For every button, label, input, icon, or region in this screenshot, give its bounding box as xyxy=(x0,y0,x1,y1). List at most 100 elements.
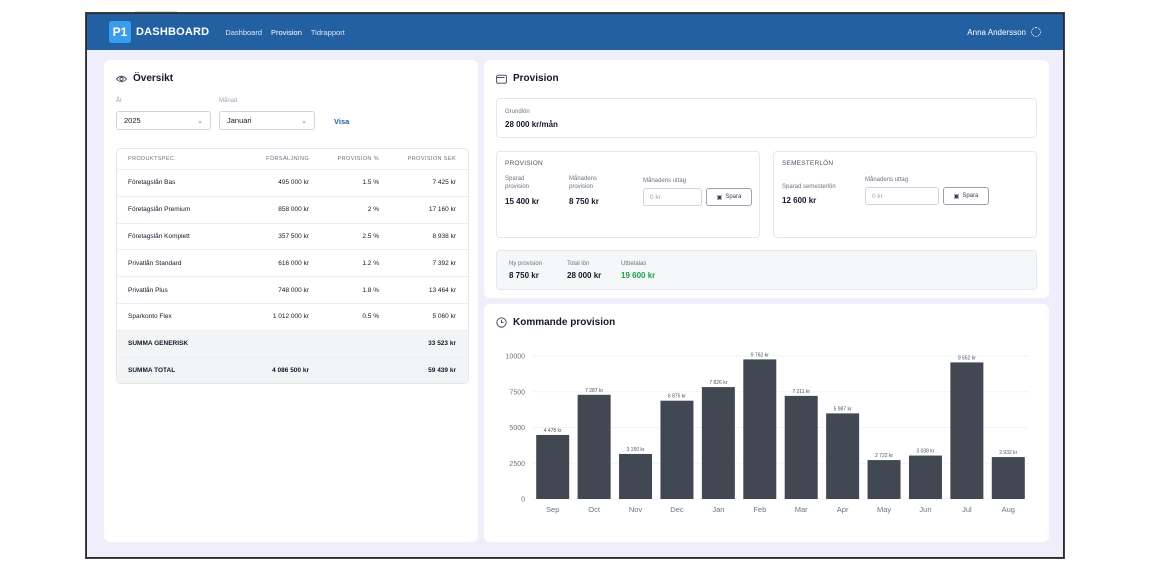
table-row: Sparkonto Flex 1 012 000 kr 0.5 % 5 060 … xyxy=(117,304,468,331)
cell-sek: 7 425 kr xyxy=(432,179,457,187)
brand-name[interactable]: DASHBOARD xyxy=(136,26,210,38)
overview-card: Översikt År 2025 ⌄ Månad Januari ⌄ Visa … xyxy=(104,60,478,542)
nav-provision[interactable]: Provision xyxy=(271,27,302,37)
x-tick-label: Oct xyxy=(588,505,601,514)
x-tick-label: Nov xyxy=(629,505,643,514)
top-navbar: P1 DASHBOARD Dashboard Provision Tidrapp… xyxy=(87,14,1063,50)
saved-vacation-label: Sparad semesterlön xyxy=(782,184,836,190)
table-row: Företagslån Bas 495 000 kr 1.5 % 7 425 k… xyxy=(117,170,468,197)
cell-sales: 858 000 kr xyxy=(278,206,309,214)
save-vacation-button[interactable]: ▣ Spara xyxy=(943,187,989,205)
cell-product: Företagslån Premium xyxy=(128,206,191,214)
year-select[interactable]: 2025 ⌄ xyxy=(116,111,211,130)
settings-icon[interactable] xyxy=(1031,27,1041,37)
month-select[interactable]: Januari ⌄ xyxy=(219,111,315,130)
cell-sales: 495 000 kr xyxy=(278,179,309,187)
bar-value-label: 3 038 kr xyxy=(916,449,934,455)
bar xyxy=(991,457,1025,499)
vacation-withdraw-input[interactable]: 0 kr xyxy=(865,187,939,205)
upcoming-bar-chart: 0 2500 5000 7500 10000 4 478 kr Sep 7 287 kr Oct… xyxy=(506,352,1029,514)
cell-percent: 0.5 % xyxy=(362,313,379,321)
bar-value-label: 9 552 kr xyxy=(958,355,976,361)
withdraw-input[interactable]: 0 kr xyxy=(643,188,702,206)
col-sales: FÖRSÄLJNING xyxy=(266,156,309,162)
save-vacation-label: Spara xyxy=(962,193,979,199)
provision-card: Provision Grundlön 28 000 kr/mån PROVISI… xyxy=(484,60,1049,298)
eye-icon xyxy=(116,75,127,82)
new-provision-label: Ny provision xyxy=(509,261,543,267)
month-label: Månad xyxy=(219,98,238,104)
app-window: P1 DASHBOARD Dashboard Provision Tidrapp… xyxy=(86,13,1064,558)
year-value: 2025 xyxy=(124,116,141,125)
cell-product: Privatlån Standard xyxy=(128,259,182,267)
cell-sales: 616 000 kr xyxy=(278,259,309,267)
saved-provision-value: 15 400 kr xyxy=(505,197,540,206)
vacation-box: SEMESTERLÖN Sparad semesterlön 12 600 kr… xyxy=(773,151,1037,238)
x-tick-label: Jan xyxy=(712,505,724,514)
provision-box: PROVISION Sparad provision 15 400 kr Mån… xyxy=(496,151,760,238)
save-provision-button[interactable]: ▣ Spara xyxy=(706,188,752,206)
x-tick-label: Sep xyxy=(546,505,559,514)
withdraw-label: Månadens uttag xyxy=(643,178,687,184)
chevron-down-icon: ⌄ xyxy=(197,117,203,125)
cell-product: Företagslån Bas xyxy=(128,179,176,187)
overview-title: Översikt xyxy=(133,73,174,84)
nav-dashboard[interactable]: Dashboard xyxy=(225,27,263,37)
bar-value-label: 2 722 kr xyxy=(875,453,893,459)
bar xyxy=(660,400,694,499)
payout-label: Utbetalas xyxy=(621,261,647,267)
sum-total-sek: 59 439 kr xyxy=(428,366,456,374)
bar-value-label: 9 762 kr xyxy=(751,352,769,358)
total-salary-label: Total lön xyxy=(567,261,590,267)
sum-generic-label: SUMMA GENERISK xyxy=(128,340,189,348)
sum-generic-sek: 33 523 kr xyxy=(428,340,456,348)
bar xyxy=(908,455,942,499)
y-tick-label: 5000 xyxy=(509,425,525,432)
x-tick-label: Jul xyxy=(962,505,972,514)
bar-value-label: 7 211 kr xyxy=(792,389,810,395)
user-menu[interactable]: Anna Andersson xyxy=(967,27,1041,37)
logo-badge[interactable]: P1 xyxy=(109,21,131,43)
bar xyxy=(950,362,984,499)
saved-vacation-value: 12 600 kr xyxy=(782,196,817,205)
bar-value-label: 2 932 kr xyxy=(999,450,1017,456)
x-tick-label: Jun xyxy=(919,505,931,514)
save-icon: ▣ xyxy=(716,194,723,201)
bar xyxy=(743,359,777,499)
cell-sek: 8 938 kr xyxy=(432,232,457,240)
base-salary-label: Grundlön xyxy=(505,109,530,115)
bar-value-label: 3 150 kr xyxy=(627,447,645,453)
table-row: Företagslån Komplett 357 500 kr 2.5 % 8 … xyxy=(117,224,468,251)
x-tick-label: May xyxy=(877,505,891,514)
bar-value-label: 4 478 kr xyxy=(544,428,562,434)
payout-value: 19 600 kr xyxy=(621,271,656,280)
payout-summary-box: Ny provision 8 750 kr Total lön 28 000 k… xyxy=(496,250,1037,290)
x-tick-label: Feb xyxy=(753,505,766,514)
sum-total-row: SUMMA TOTAL 4 086 500 kr 59 439 kr xyxy=(117,357,468,384)
bar-value-label: 7 826 kr xyxy=(709,380,727,386)
upcoming-title: Kommande provision xyxy=(513,317,616,328)
total-salary-value: 28 000 kr xyxy=(567,271,602,280)
bar xyxy=(784,395,818,499)
table-row: Företagslån Premium 858 000 kr 2 % 17 16… xyxy=(117,197,468,224)
cell-product: Företagslån Komplett xyxy=(128,232,190,240)
cell-percent: 2 % xyxy=(367,206,379,214)
monthly-provision-value: 8 750 kr xyxy=(569,197,599,206)
col-percent: PROVISION % xyxy=(337,156,379,162)
table-row: Privatlån Standard 616 000 kr 1.2 % 7 39… xyxy=(117,250,468,278)
cell-sek: 17 160 kr xyxy=(428,206,456,214)
clock-icon xyxy=(496,317,507,328)
bar xyxy=(701,387,735,499)
y-tick-label: 0 xyxy=(521,497,525,504)
cell-percent: 1.2 % xyxy=(362,259,379,267)
provision-title-row: Provision xyxy=(496,73,559,84)
vacation-withdraw-label: Månadens uttag xyxy=(865,177,909,183)
cell-product: Sparkonto Flex xyxy=(128,313,172,321)
nav-tidrapport[interactable]: Tidrapport xyxy=(310,27,345,37)
col-sek: PROVISION SEK xyxy=(407,156,456,162)
show-button[interactable]: Visa xyxy=(334,117,350,126)
col-product: PRODUKTSPEC. xyxy=(128,156,177,162)
bar-value-label: 6 875 kr xyxy=(668,394,686,400)
wallet-icon xyxy=(496,74,507,84)
save-icon: ▣ xyxy=(953,193,960,200)
